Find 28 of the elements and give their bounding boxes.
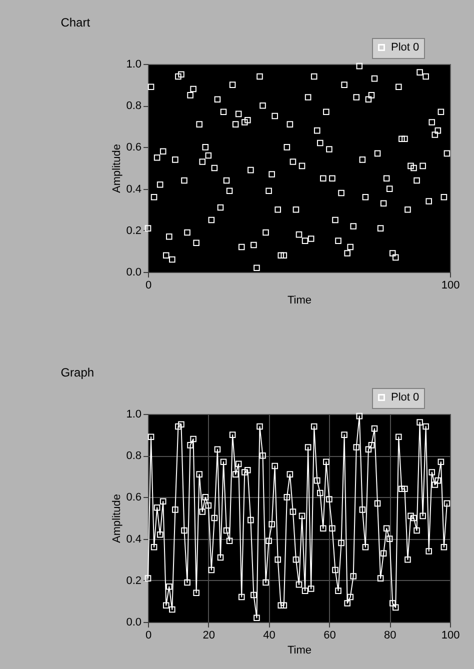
x-tick-label: 0 <box>145 280 152 292</box>
y-tick-label: 0.4 <box>126 183 142 196</box>
x-tick-label: 20 <box>202 630 216 642</box>
y-tick-label: 1.0 <box>126 408 142 420</box>
x-axis-title: Time <box>287 294 312 306</box>
chart-title: Chart <box>60 16 91 30</box>
y-axis-title: Amplitude <box>111 494 124 543</box>
x-axis-title: Time <box>287 644 312 656</box>
y-tick-label: 0.2 <box>126 574 142 587</box>
y-tick-label: 0.2 <box>126 224 142 237</box>
y-tick-label: 0.8 <box>126 450 142 462</box>
y-tick-label: 0.0 <box>126 616 142 628</box>
x-tick-label: 100 <box>441 280 460 292</box>
chart-title: Graph <box>60 366 94 380</box>
legend-label: Plot 0 <box>391 392 420 404</box>
y-tick-label: 0.0 <box>126 266 142 278</box>
x-tick-label: 60 <box>324 630 336 642</box>
x-tick-label: 100 <box>441 630 460 642</box>
x-tick-label: 40 <box>263 630 276 642</box>
legend-label: Plot 0 <box>391 42 420 54</box>
y-tick-label: 1.0 <box>126 58 142 70</box>
y-tick-label: 0.6 <box>126 142 142 154</box>
x-tick-label: 0 <box>145 630 152 642</box>
y-tick-label: 0.6 <box>126 492 142 504</box>
y-tick-label: 0.4 <box>126 533 142 546</box>
x-tick-label: 80 <box>384 630 396 642</box>
y-tick-label: 0.8 <box>126 100 142 112</box>
y-axis-title: Amplitude <box>111 144 124 193</box>
